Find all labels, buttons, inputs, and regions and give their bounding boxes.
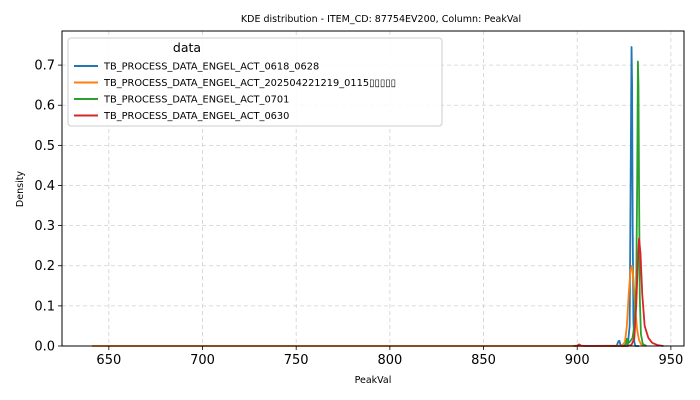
chart-title: KDE distribution - ITEM_CD: 87754EV200, … [241, 14, 521, 25]
legend-title: data [173, 40, 201, 55]
legend: data TB_PROCESS_DATA_ENGEL_ACT_0618_0628 T… [67, 37, 443, 127]
y-tick-label: 0.1 [34, 299, 55, 314]
x-tick-label: 900 [565, 353, 590, 368]
series-line-4 [573, 237, 664, 347]
legend-box [67, 37, 443, 127]
plot-frame [61, 30, 685, 347]
x-tick-label: 800 [377, 353, 402, 368]
y-tick-label: 0.0 [34, 340, 55, 355]
y-tick-label: 0.5 [34, 139, 55, 154]
legend-entry-label: TB_PROCESS_DATA_ENGEL_ACT_202504221219_0… [103, 78, 396, 89]
x-axis-label: PeakVal [355, 375, 392, 386]
x-tick-label: 950 [658, 353, 683, 368]
y-tick-label: 0.2 [34, 259, 55, 274]
legend-entry-label: TB_PROCESS_DATA_ENGEL_ACT_0618_0628 [103, 62, 319, 73]
legend-entry-label: TB_PROCESS_DATA_ENGEL_ACT_0630 [103, 111, 289, 122]
x-tick-label: 850 [471, 353, 496, 368]
y-tick-label: 0.6 [34, 99, 55, 114]
legend-entry-label: TB_PROCESS_DATA_ENGEL_ACT_0701 [103, 95, 289, 106]
y-axis-ticks: 0.0 0.1 0.2 0.3 0.4 0.5 0.6 0.7 [34, 59, 62, 355]
x-tick-label: 650 [96, 353, 121, 368]
y-tick-label: 0.4 [34, 179, 55, 194]
y-tick-label: 0.7 [34, 59, 55, 74]
x-tick-label: 750 [284, 353, 309, 368]
y-tick-label: 0.3 [34, 219, 55, 234]
y-axis-label: Density [15, 171, 26, 207]
x-tick-label: 700 [190, 353, 215, 368]
x-axis-ticks: 650 700 750 800 850 900 950 [96, 346, 683, 368]
